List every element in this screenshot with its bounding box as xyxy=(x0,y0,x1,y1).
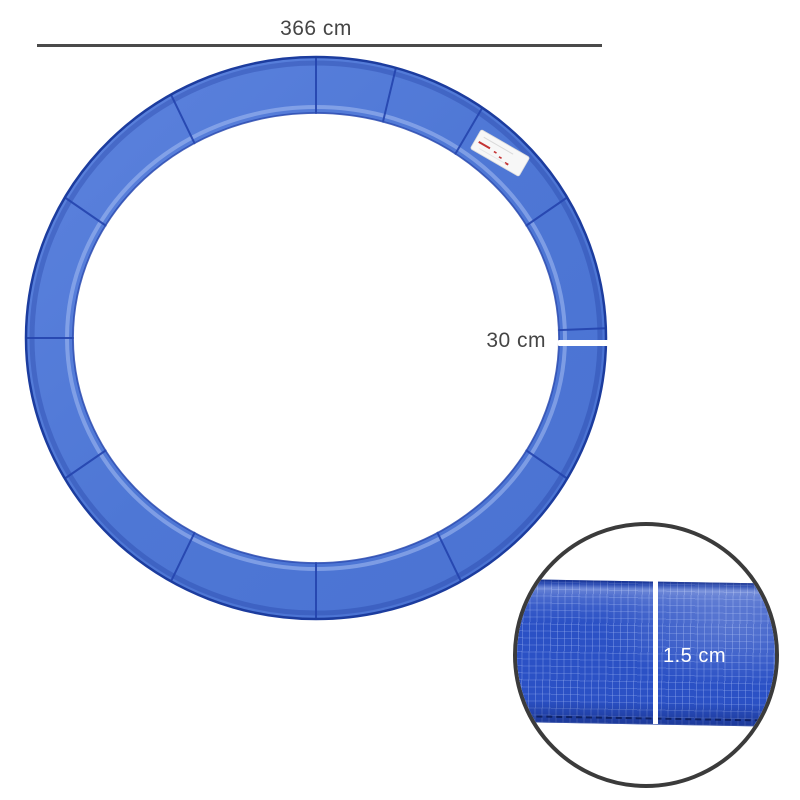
thickness-line xyxy=(653,579,658,724)
pad-ring-outer-edge xyxy=(24,55,608,621)
detail-zoom-circle: 1.5 cm xyxy=(513,522,779,788)
stitch-line xyxy=(517,714,775,722)
warning-label-tag xyxy=(470,129,530,177)
pad-width-label: 30 cm xyxy=(486,329,546,352)
pad-cross-section-panel xyxy=(517,579,775,727)
pad-width-tick xyxy=(558,340,608,346)
diameter-dimension-line xyxy=(37,44,602,47)
thickness-label: 1.5 cm xyxy=(663,645,727,667)
pad-seams xyxy=(25,56,607,620)
pad-ring-inner-edge xyxy=(72,112,560,564)
diameter-dimension-label: 366 cm xyxy=(280,17,352,40)
